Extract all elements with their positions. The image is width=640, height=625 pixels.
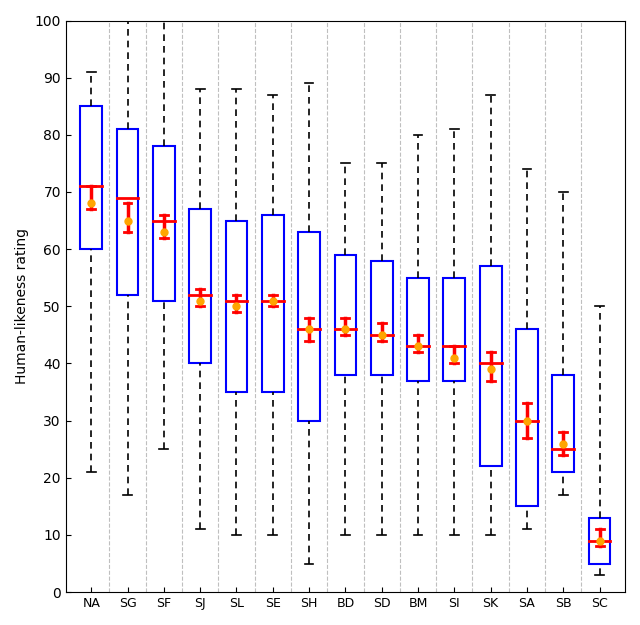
- FancyBboxPatch shape: [116, 129, 138, 295]
- FancyBboxPatch shape: [516, 329, 538, 506]
- FancyBboxPatch shape: [335, 255, 356, 375]
- FancyBboxPatch shape: [189, 209, 211, 364]
- FancyBboxPatch shape: [225, 221, 247, 392]
- FancyBboxPatch shape: [407, 278, 429, 381]
- FancyBboxPatch shape: [444, 278, 465, 381]
- Y-axis label: Human-likeness rating: Human-likeness rating: [15, 228, 29, 384]
- FancyBboxPatch shape: [262, 215, 284, 392]
- FancyBboxPatch shape: [589, 518, 611, 564]
- FancyBboxPatch shape: [80, 106, 102, 249]
- FancyBboxPatch shape: [153, 146, 175, 301]
- FancyBboxPatch shape: [298, 232, 320, 421]
- FancyBboxPatch shape: [371, 261, 392, 375]
- FancyBboxPatch shape: [480, 266, 502, 466]
- FancyBboxPatch shape: [552, 375, 574, 472]
